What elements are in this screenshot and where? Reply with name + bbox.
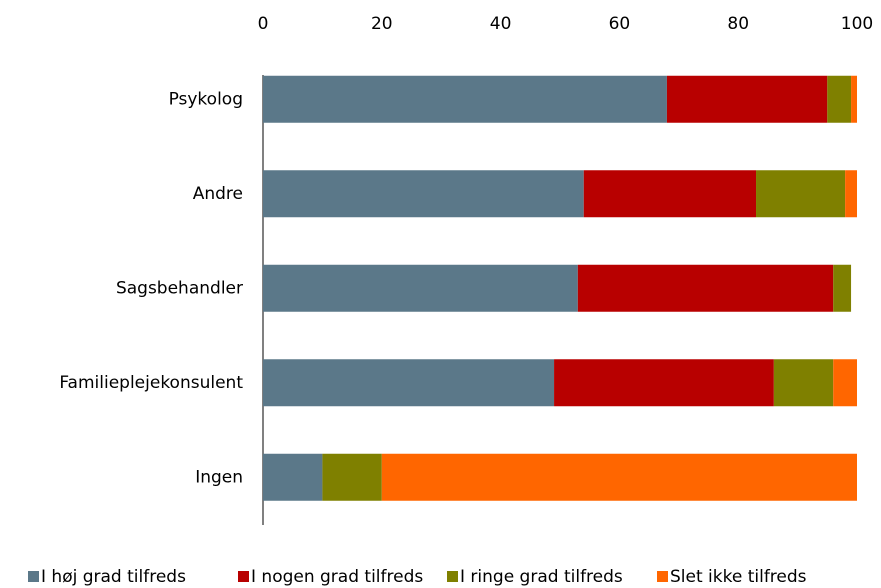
bar-segment bbox=[845, 170, 857, 218]
y-tick-label: Psykolog bbox=[169, 89, 243, 109]
bar-segment bbox=[263, 75, 667, 123]
bar-segment bbox=[263, 453, 323, 501]
legend-label: Slet ikke tilfreds bbox=[670, 567, 807, 587]
bar-segment bbox=[381, 453, 857, 501]
y-tick-label: Andre bbox=[193, 184, 243, 204]
bar-segment bbox=[263, 359, 555, 407]
legend-label: I ringe grad tilfreds bbox=[460, 567, 623, 587]
x-tick-label: 0 bbox=[258, 14, 269, 34]
bar-segment bbox=[827, 75, 852, 123]
y-tick-label: Familieplejekonsulent bbox=[59, 373, 243, 393]
bar-segment bbox=[851, 75, 857, 123]
bar-segment bbox=[322, 453, 382, 501]
y-tick-label: Sagsbehandler bbox=[116, 278, 243, 298]
legend-swatch bbox=[238, 571, 249, 582]
bar-segment bbox=[577, 264, 834, 312]
x-tick-label: 100 bbox=[841, 14, 873, 34]
x-tick-label: 20 bbox=[371, 14, 393, 34]
legend-swatch bbox=[447, 571, 458, 582]
legend-swatch bbox=[28, 571, 39, 582]
bar-segment bbox=[773, 359, 834, 407]
x-tick-label: 60 bbox=[609, 14, 631, 34]
x-tick-label: 80 bbox=[727, 14, 749, 34]
y-tick-label: Ingen bbox=[195, 467, 243, 487]
bar-segment bbox=[263, 264, 578, 312]
bar-segment bbox=[554, 359, 774, 407]
legend-swatch bbox=[657, 571, 668, 582]
bar-segment bbox=[583, 170, 757, 218]
legend-label: I høj grad tilfreds bbox=[41, 567, 186, 587]
bar-segment bbox=[756, 170, 846, 218]
bar-segment bbox=[833, 359, 857, 407]
bar-segment bbox=[263, 170, 584, 218]
legend-label: I nogen grad tilfreds bbox=[251, 567, 423, 587]
x-tick-label: 40 bbox=[490, 14, 512, 34]
bar-segment bbox=[833, 264, 852, 312]
bar-segment bbox=[666, 75, 828, 123]
